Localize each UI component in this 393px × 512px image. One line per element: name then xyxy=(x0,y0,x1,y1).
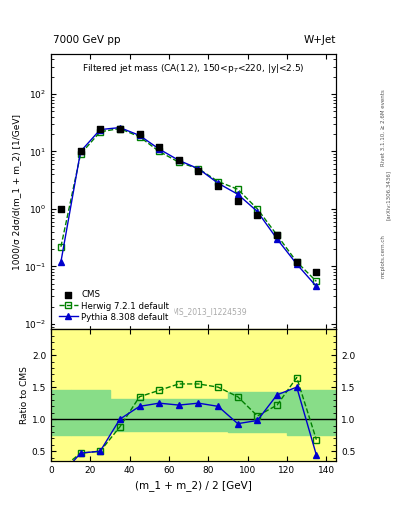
CMS xyxy=(313,268,320,276)
Herwig 7.2.1 default xyxy=(294,259,299,265)
CMS xyxy=(136,130,143,138)
Pythia 8.308 default xyxy=(176,157,181,163)
Pythia 8.308 default xyxy=(78,148,83,155)
Herwig 7.2.1 default xyxy=(118,125,122,132)
Legend: CMS, Herwig 7.2.1 default, Pythia 8.308 default: CMS, Herwig 7.2.1 default, Pythia 8.308 … xyxy=(55,287,173,325)
Pythia 8.308 default xyxy=(118,124,122,131)
Text: Filtered jet mass (CA(1.2), 150<p$_T$<220, |y|<2.5): Filtered jet mass (CA(1.2), 150<p$_T$<22… xyxy=(82,62,305,75)
Text: Rivet 3.1.10, ≥ 2.6M events: Rivet 3.1.10, ≥ 2.6M events xyxy=(381,90,386,166)
Pythia 8.308 default xyxy=(157,146,162,152)
CMS xyxy=(215,182,221,190)
Pythia 8.308 default xyxy=(235,191,240,197)
CMS xyxy=(97,124,103,133)
CMS xyxy=(77,147,84,156)
Herwig 7.2.1 default xyxy=(176,159,181,165)
Pythia 8.308 default xyxy=(275,236,279,242)
X-axis label: (m_1 + m_2) / 2 [GeV]: (m_1 + m_2) / 2 [GeV] xyxy=(135,480,252,491)
Herwig 7.2.1 default xyxy=(216,179,220,185)
Bar xyxy=(110,399,228,431)
Herwig 7.2.1 default xyxy=(157,148,162,155)
Line: Herwig 7.2.1 default: Herwig 7.2.1 default xyxy=(58,126,319,284)
CMS xyxy=(58,205,64,213)
Pythia 8.308 default xyxy=(314,283,319,289)
Herwig 7.2.1 default xyxy=(314,279,319,285)
Pythia 8.308 default xyxy=(137,132,142,138)
Herwig 7.2.1 default xyxy=(78,151,83,157)
Herwig 7.2.1 default xyxy=(275,232,279,238)
Text: [arXiv:1306.3436]: [arXiv:1306.3436] xyxy=(386,169,391,220)
Pythia 8.308 default xyxy=(98,126,103,133)
Herwig 7.2.1 default xyxy=(59,244,63,250)
Bar xyxy=(287,390,336,435)
CMS xyxy=(156,143,162,151)
Herwig 7.2.1 default xyxy=(137,134,142,140)
CMS xyxy=(294,258,300,266)
CMS xyxy=(274,231,280,239)
CMS xyxy=(176,156,182,164)
Herwig 7.2.1 default xyxy=(98,129,103,135)
Pythia 8.308 default xyxy=(196,166,201,172)
Herwig 7.2.1 default xyxy=(235,186,240,193)
CMS xyxy=(117,124,123,133)
CMS xyxy=(235,197,241,205)
Text: CMS_2013_I1224539: CMS_2013_I1224539 xyxy=(168,307,248,316)
Herwig 7.2.1 default xyxy=(255,206,260,212)
Text: W+Jet: W+Jet xyxy=(304,35,336,45)
Y-axis label: Ratio to CMS: Ratio to CMS xyxy=(20,366,29,424)
Bar xyxy=(228,392,287,432)
Bar xyxy=(51,390,71,435)
Pythia 8.308 default xyxy=(216,180,220,186)
Pythia 8.308 default xyxy=(294,261,299,267)
Herwig 7.2.1 default xyxy=(196,166,201,172)
Y-axis label: 1000/σ 2dσ/d(m_1 + m_2) [1/GeV]: 1000/σ 2dσ/d(m_1 + m_2) [1/GeV] xyxy=(12,114,21,270)
Pythia 8.308 default xyxy=(59,259,63,265)
CMS xyxy=(195,167,202,176)
Line: Pythia 8.308 default: Pythia 8.308 default xyxy=(58,125,319,289)
CMS xyxy=(254,210,261,219)
Bar xyxy=(71,390,110,435)
Text: mcplots.cern.ch: mcplots.cern.ch xyxy=(381,234,386,278)
Text: 7000 GeV pp: 7000 GeV pp xyxy=(53,35,121,45)
Pythia 8.308 default xyxy=(255,208,260,215)
